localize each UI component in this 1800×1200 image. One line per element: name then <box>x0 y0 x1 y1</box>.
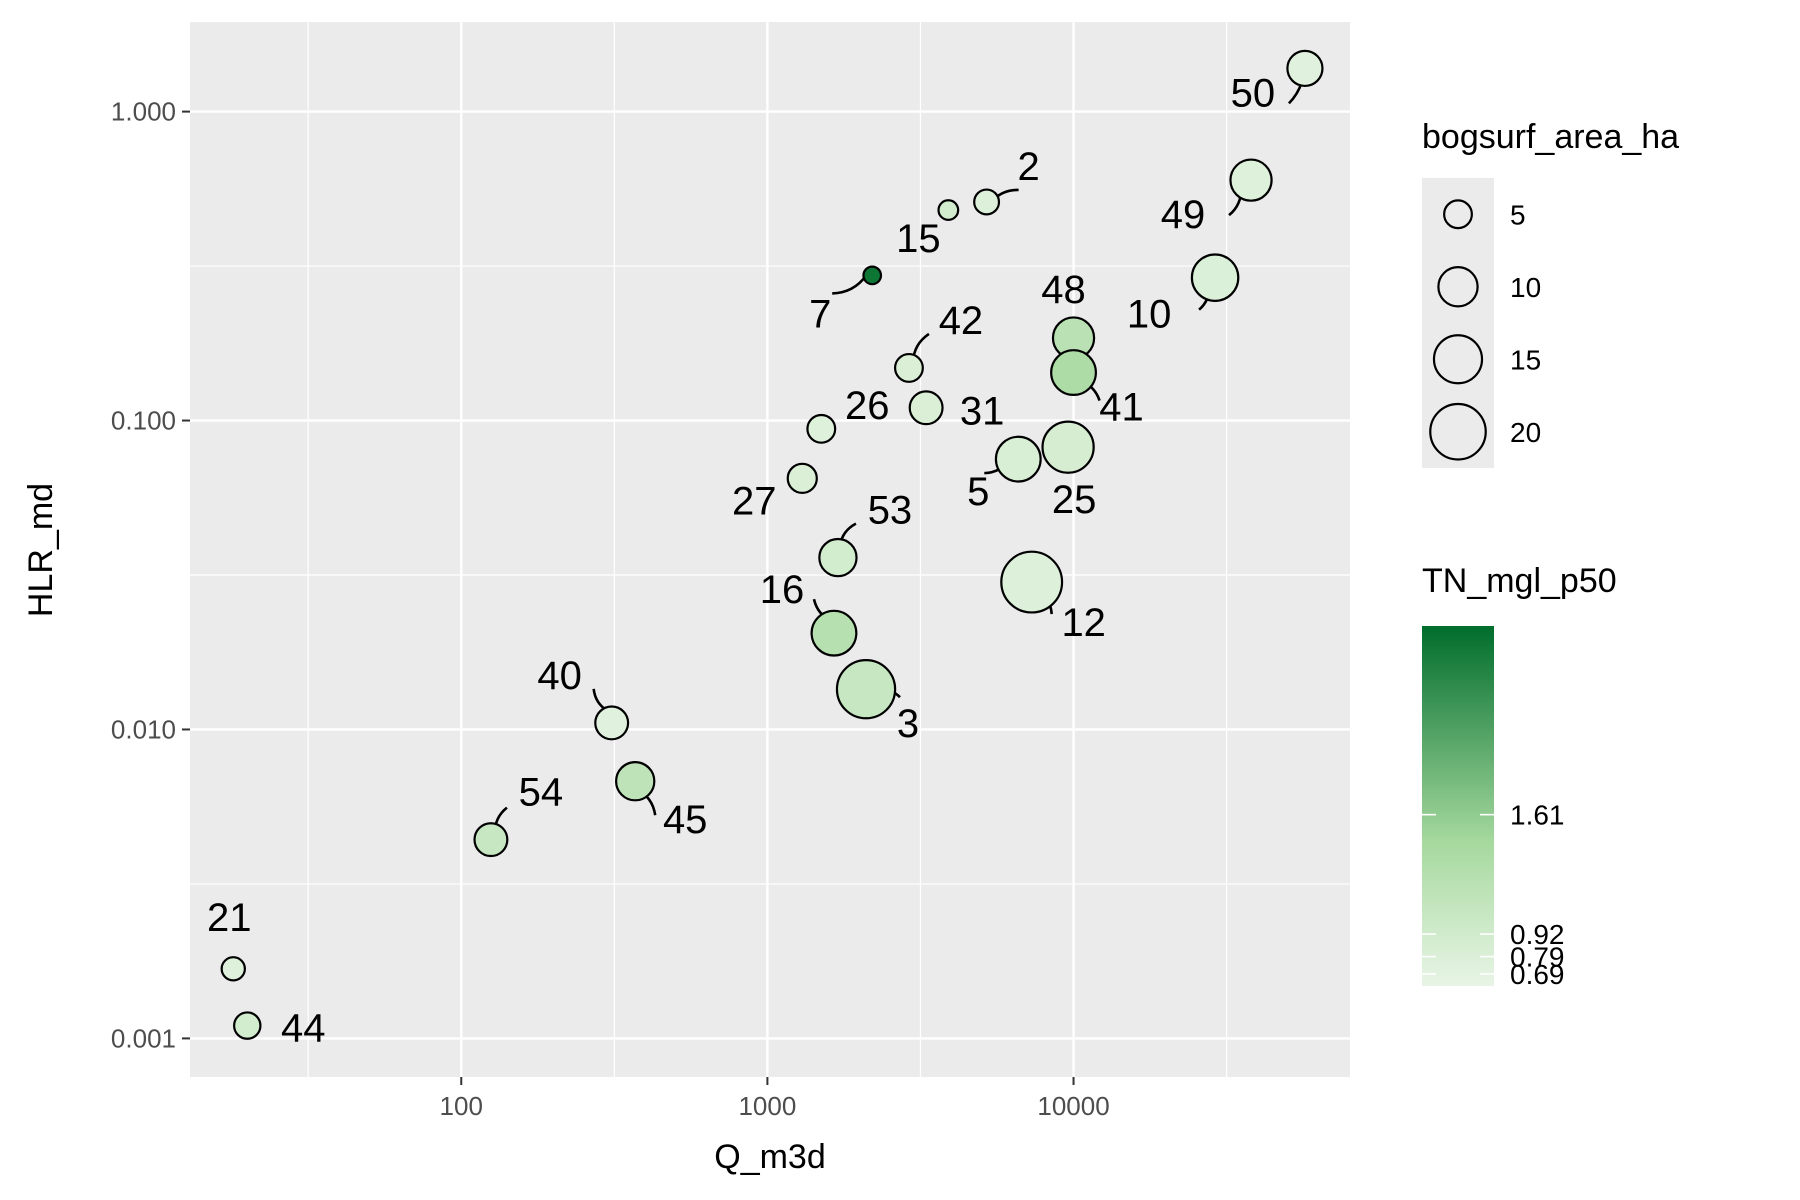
x-axis-ticks: 100 1000 10000 <box>440 1077 1110 1121</box>
point-label-2: 2 <box>1017 145 1039 189</box>
point-40 <box>594 705 630 741</box>
size-legend-label-5: 5 <box>1510 199 1526 230</box>
size-legend-key-5 <box>1443 199 1473 230</box>
point-label-25: 25 <box>1052 478 1097 522</box>
color-tick-label-1.61: 1.61 <box>1510 800 1565 831</box>
data-points <box>220 49 1324 1040</box>
point-label-49: 49 <box>1161 193 1206 237</box>
x-tick-label: 1000 <box>738 1091 796 1121</box>
color-tick-label-0.69: 0.69 <box>1510 959 1565 990</box>
point-label-42: 42 <box>939 299 984 343</box>
point-7 <box>862 265 883 286</box>
grid-minor <box>190 22 1350 1077</box>
point-49 <box>1229 158 1273 202</box>
color-bar <box>1422 626 1494 986</box>
point-label-7: 7 <box>809 292 831 336</box>
point-10 <box>1190 253 1240 302</box>
y-tick-label: 0.001 <box>111 1023 176 1053</box>
y-axis-ticks: 0.001 0.010 0.100 1.000 <box>111 97 190 1053</box>
point-label-16: 16 <box>760 568 805 612</box>
point-label-15: 15 <box>896 217 941 261</box>
y-tick-label: 1.000 <box>111 97 176 127</box>
x-tick-label: 100 <box>440 1091 483 1121</box>
size-legend-label-20: 20 <box>1510 417 1541 448</box>
point-label-31: 31 <box>960 390 1005 434</box>
x-tick-label: 10000 <box>1037 1091 1109 1121</box>
point-labels: 50 49 10 2 15 7 48 41 42 31 26 25 5 27 53 12 16 3 40 45 54 21… <box>207 71 1275 1050</box>
point-label-26: 26 <box>845 384 890 428</box>
point-31 <box>908 390 944 426</box>
point-12 <box>1000 550 1064 614</box>
point-label-45: 45 <box>663 798 708 842</box>
y-tick-label: 0.100 <box>111 406 176 436</box>
point-label-54: 54 <box>519 771 564 815</box>
point-15 <box>937 199 960 221</box>
x-axis-title: Q_m3d <box>714 1138 826 1176</box>
point-45 <box>614 761 656 802</box>
point-2 <box>973 188 1001 216</box>
point-label-27: 27 <box>732 479 777 523</box>
point-label-10: 10 <box>1127 293 1172 337</box>
point-label-41: 41 <box>1099 386 1144 430</box>
point-27 <box>786 462 818 494</box>
point-53 <box>818 537 858 578</box>
point-label-48: 48 <box>1041 268 1086 312</box>
plot-panel <box>190 22 1350 1077</box>
size-legend-title: bogsurf_area_ha <box>1422 118 1679 156</box>
color-legend-title: TN_mgl_p50 <box>1422 562 1617 600</box>
point-50 <box>1286 49 1324 88</box>
size-legend-keys: 5 10 15 20 <box>1429 199 1541 461</box>
y-axis-title: HLR_md <box>22 483 60 617</box>
point-label-44: 44 <box>281 1007 326 1051</box>
point-41 <box>1050 349 1097 397</box>
point-26 <box>806 413 837 444</box>
point-42 <box>893 352 924 383</box>
size-legend-key-20 <box>1429 402 1487 461</box>
point-5 <box>994 435 1042 483</box>
point-21 <box>220 956 246 982</box>
point-3 <box>835 659 897 720</box>
point-54 <box>473 822 509 858</box>
point-44 <box>233 1011 262 1040</box>
color-legend-ticks: 0.690.790.92 1.61 <box>1422 800 1565 990</box>
point-label-40: 40 <box>537 654 582 698</box>
point-label-53: 53 <box>868 489 913 533</box>
size-legend-label-10: 10 <box>1510 272 1541 303</box>
size-legend-key-10 <box>1437 266 1479 308</box>
color-tick-label-0.92: 0.92 <box>1510 919 1565 950</box>
point-16 <box>810 609 858 657</box>
point-label-3: 3 <box>897 702 919 746</box>
size-legend-label-15: 15 <box>1510 344 1541 375</box>
point-label-5: 5 <box>967 470 989 514</box>
size-legend-key-15 <box>1432 334 1484 385</box>
size-legend: bogsurf_area_ha 5 10 15 20 <box>1422 118 1679 468</box>
point-label-12: 12 <box>1061 601 1106 645</box>
grid-major <box>190 22 1350 1077</box>
point-label-50: 50 <box>1231 71 1276 115</box>
point-25 <box>1041 420 1095 474</box>
color-legend: TN_mgl_p50 0.690.790.92 1.61 <box>1422 562 1617 990</box>
point-label-21: 21 <box>207 896 252 940</box>
color-tick-label-0.79: 0.79 <box>1510 942 1565 973</box>
y-tick-label: 0.010 <box>111 714 176 744</box>
